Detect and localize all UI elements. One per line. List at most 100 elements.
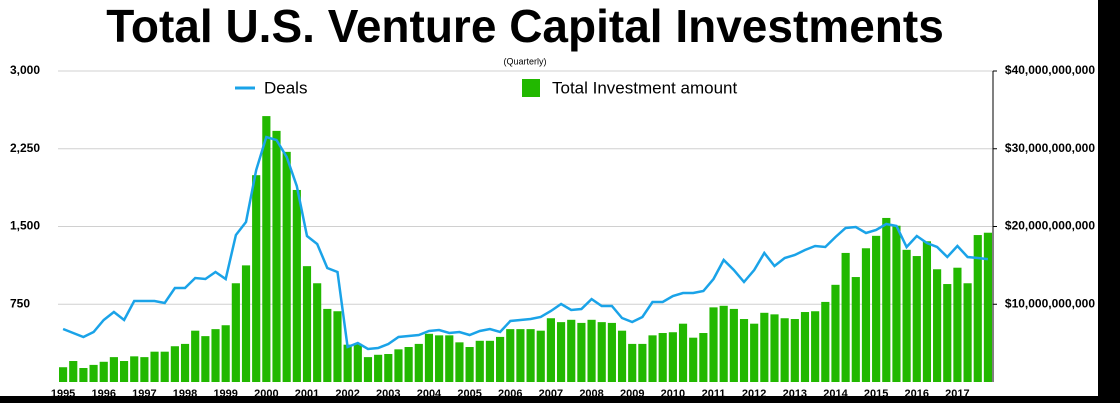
bar: [353, 343, 362, 382]
bar: [221, 325, 230, 382]
bar: [485, 340, 495, 382]
bar: [577, 322, 586, 382]
bar: [861, 248, 871, 382]
bar: [821, 301, 830, 382]
bar: [140, 357, 149, 382]
bar: [780, 318, 789, 382]
y2-tick-label: $30,000,000,000: [1005, 141, 1095, 155]
bar: [302, 266, 312, 382]
legend-swatch: [522, 79, 540, 97]
bar: [424, 333, 434, 382]
bar: [292, 189, 301, 382]
x-tick-label: 2014: [823, 388, 848, 400]
bar: [201, 336, 210, 382]
bar: [770, 314, 779, 382]
bar: [455, 342, 464, 382]
edge: [0, 396, 1120, 403]
bar: [750, 323, 759, 382]
bar: [882, 217, 891, 382]
bar: [851, 277, 860, 382]
bar: [719, 305, 728, 382]
chart-subtitle: (Quarterly): [503, 56, 546, 66]
bar: [628, 343, 637, 382]
x-tick-label: 1997: [132, 388, 156, 400]
bar: [668, 332, 677, 382]
bar: [69, 361, 78, 382]
bar: [119, 361, 129, 382]
y2-tick-label: $40,000,000,000: [1005, 63, 1095, 77]
bar: [252, 175, 261, 382]
bar: [607, 322, 616, 382]
x-tick-label: 2011: [702, 388, 726, 400]
bar: [567, 319, 576, 382]
x-tick-label: 2010: [661, 388, 685, 400]
bar: [790, 319, 799, 382]
y2-tick-label: $20,000,000,000: [1005, 219, 1095, 233]
bar: [465, 347, 474, 382]
bar: [983, 232, 992, 382]
bar: [211, 329, 220, 382]
x-tick-label: 2004: [417, 388, 442, 400]
bar: [363, 357, 373, 382]
y-tick-label: 1,500: [10, 219, 40, 233]
bar: [374, 354, 383, 382]
x-tick-label: 2008: [579, 388, 603, 400]
x-tick-label: 2015: [864, 388, 888, 400]
x-tick-label: 2002: [335, 388, 359, 400]
x-tick-label: 2001: [295, 388, 319, 400]
edge: [1098, 0, 1120, 403]
bar: [536, 330, 545, 382]
bar: [59, 367, 68, 382]
bar: [729, 308, 738, 382]
bar: [872, 235, 881, 382]
bar: [89, 364, 98, 382]
legend-label: Deals: [264, 78, 307, 97]
bar: [79, 368, 88, 382]
bar: [191, 330, 200, 382]
x-tick-label: 1995: [51, 388, 75, 400]
bar: [109, 357, 118, 382]
bar: [231, 283, 240, 382]
bar: [709, 307, 718, 382]
x-tick-label: 1996: [91, 388, 115, 400]
bar: [943, 284, 952, 382]
bar: [912, 256, 921, 382]
bar: [760, 312, 769, 382]
bar: [678, 323, 688, 382]
bar: [394, 349, 403, 382]
x-tick-label: 2013: [783, 388, 807, 400]
bar: [638, 343, 647, 382]
bar: [333, 311, 342, 382]
bar: [811, 311, 820, 382]
bar: [323, 308, 332, 382]
bar: [699, 333, 708, 382]
x-tick-label: 2007: [539, 388, 563, 400]
bar: [343, 344, 352, 382]
x-tick-label: 2009: [620, 388, 644, 400]
bar: [902, 249, 911, 382]
bar: [922, 241, 932, 382]
bar: [597, 322, 606, 382]
bar: [180, 343, 190, 382]
bar: [617, 330, 627, 382]
bar: [739, 319, 749, 382]
bar: [404, 347, 413, 382]
y2-tick-label: $10,000,000,000: [1005, 296, 1095, 310]
bar: [892, 225, 901, 382]
x-tick-label: 1999: [213, 388, 237, 400]
bar: [99, 361, 108, 382]
x-tick-label: 2006: [498, 388, 522, 400]
x-tick-label: 2005: [457, 388, 481, 400]
y-tick-label: 750: [10, 296, 30, 310]
bar: [384, 354, 393, 382]
bar: [475, 340, 484, 382]
bar: [313, 283, 322, 382]
bar: [973, 235, 982, 382]
bar: [160, 351, 169, 382]
y-tick-label: 3,000: [10, 63, 40, 77]
bar: [933, 269, 942, 382]
bar: [150, 351, 159, 382]
bar: [435, 335, 444, 382]
bar: [516, 329, 525, 382]
